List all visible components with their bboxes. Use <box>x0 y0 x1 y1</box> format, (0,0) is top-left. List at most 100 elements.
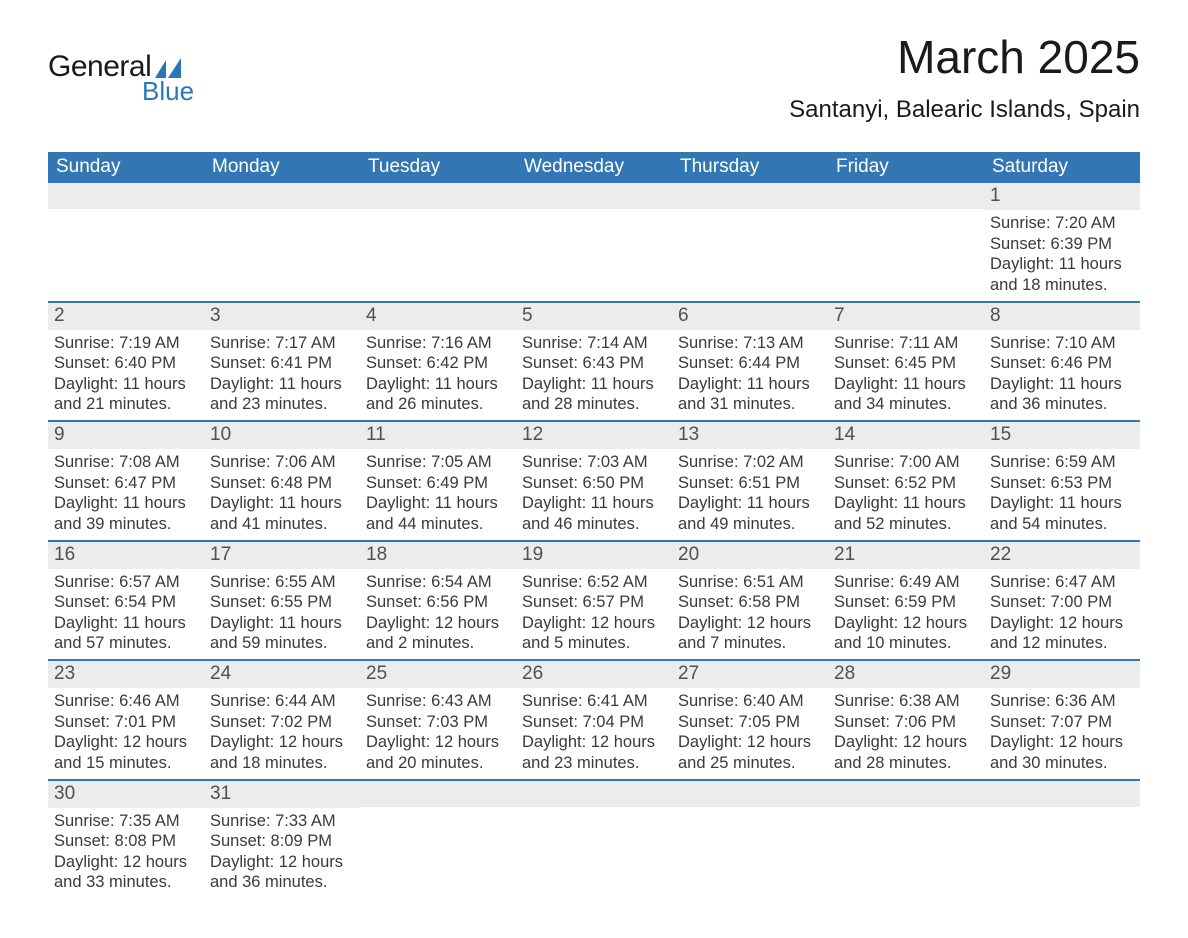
calendar-cell: 29Sunrise: 6:36 AMSunset: 7:07 PMDayligh… <box>984 660 1140 780</box>
sunset-text: Sunset: 6:55 PM <box>210 592 354 613</box>
sunrise-text: Sunrise: 7:03 AM <box>522 452 666 473</box>
day-body: Sunrise: 6:44 AMSunset: 7:02 PMDaylight:… <box>204 688 360 779</box>
day-body <box>360 209 516 289</box>
day-body: Sunrise: 6:41 AMSunset: 7:04 PMDaylight:… <box>516 688 672 779</box>
day-number <box>360 781 516 807</box>
day-number: 8 <box>984 303 1140 330</box>
day-number: 4 <box>360 303 516 330</box>
calendar-cell: 30Sunrise: 7:35 AMSunset: 8:08 PMDayligh… <box>48 780 204 899</box>
day-number: 23 <box>48 661 204 688</box>
day-body: Sunrise: 6:54 AMSunset: 6:56 PMDaylight:… <box>360 569 516 660</box>
logo-text-2: Blue <box>142 76 194 107</box>
calendar-cell: 18Sunrise: 6:54 AMSunset: 6:56 PMDayligh… <box>360 541 516 661</box>
sunrise-text: Sunrise: 6:49 AM <box>834 572 978 593</box>
logo-mark-icon <box>155 58 181 78</box>
calendar-cell: 25Sunrise: 6:43 AMSunset: 7:03 PMDayligh… <box>360 660 516 780</box>
daylight-text: Daylight: 12 hours and 33 minutes. <box>54 852 198 893</box>
sunrise-text: Sunrise: 7:08 AM <box>54 452 198 473</box>
daylight-text: Daylight: 12 hours and 18 minutes. <box>210 732 354 773</box>
sunrise-text: Sunrise: 7:20 AM <box>990 213 1134 234</box>
sunrise-text: Sunrise: 6:36 AM <box>990 691 1134 712</box>
day-number <box>360 183 516 209</box>
sunrise-text: Sunrise: 6:57 AM <box>54 572 198 593</box>
sunset-text: Sunset: 6:49 PM <box>366 473 510 494</box>
day-number <box>828 183 984 209</box>
daylight-text: Daylight: 11 hours and 59 minutes. <box>210 613 354 654</box>
day-number: 7 <box>828 303 984 330</box>
calendar-cell <box>516 780 672 899</box>
day-body: Sunrise: 7:14 AMSunset: 6:43 PMDaylight:… <box>516 330 672 421</box>
calendar-cell: 11Sunrise: 7:05 AMSunset: 6:49 PMDayligh… <box>360 421 516 541</box>
calendar-cell: 27Sunrise: 6:40 AMSunset: 7:05 PMDayligh… <box>672 660 828 780</box>
day-body: Sunrise: 6:47 AMSunset: 7:00 PMDaylight:… <box>984 569 1140 660</box>
day-number: 29 <box>984 661 1140 688</box>
day-body: Sunrise: 7:17 AMSunset: 6:41 PMDaylight:… <box>204 330 360 421</box>
sunset-text: Sunset: 6:59 PM <box>834 592 978 613</box>
weekday-header: Saturday <box>984 152 1140 183</box>
calendar-week-row: 9Sunrise: 7:08 AMSunset: 6:47 PMDaylight… <box>48 421 1140 541</box>
day-number: 26 <box>516 661 672 688</box>
day-number <box>828 781 984 807</box>
daylight-text: Daylight: 11 hours and 52 minutes. <box>834 493 978 534</box>
sunset-text: Sunset: 6:46 PM <box>990 353 1134 374</box>
daylight-text: Daylight: 11 hours and 49 minutes. <box>678 493 822 534</box>
calendar-cell: 8Sunrise: 7:10 AMSunset: 6:46 PMDaylight… <box>984 302 1140 422</box>
sunset-text: Sunset: 7:02 PM <box>210 712 354 733</box>
sunrise-text: Sunrise: 7:19 AM <box>54 333 198 354</box>
calendar-body: 1Sunrise: 7:20 AMSunset: 6:39 PMDaylight… <box>48 183 1140 898</box>
day-number <box>48 183 204 209</box>
sunset-text: Sunset: 6:58 PM <box>678 592 822 613</box>
calendar-cell: 15Sunrise: 6:59 AMSunset: 6:53 PMDayligh… <box>984 421 1140 541</box>
sunset-text: Sunset: 7:04 PM <box>522 712 666 733</box>
sunrise-text: Sunrise: 6:51 AM <box>678 572 822 593</box>
day-number: 14 <box>828 422 984 449</box>
day-body: Sunrise: 6:51 AMSunset: 6:58 PMDaylight:… <box>672 569 828 660</box>
day-number: 31 <box>204 781 360 808</box>
daylight-text: Daylight: 11 hours and 34 minutes. <box>834 374 978 415</box>
day-number: 12 <box>516 422 672 449</box>
calendar-week-row: 1Sunrise: 7:20 AMSunset: 6:39 PMDaylight… <box>48 183 1140 302</box>
daylight-text: Daylight: 11 hours and 57 minutes. <box>54 613 198 654</box>
sunset-text: Sunset: 7:00 PM <box>990 592 1134 613</box>
calendar-cell: 9Sunrise: 7:08 AMSunset: 6:47 PMDaylight… <box>48 421 204 541</box>
day-body <box>516 807 672 887</box>
calendar-week-row: 2Sunrise: 7:19 AMSunset: 6:40 PMDaylight… <box>48 302 1140 422</box>
page-title: March 2025 <box>789 30 1140 84</box>
daylight-text: Daylight: 12 hours and 30 minutes. <box>990 732 1134 773</box>
sunset-text: Sunset: 7:03 PM <box>366 712 510 733</box>
calendar-cell: 3Sunrise: 7:17 AMSunset: 6:41 PMDaylight… <box>204 302 360 422</box>
sunset-text: Sunset: 6:39 PM <box>990 234 1134 255</box>
day-number <box>204 183 360 209</box>
sunset-text: Sunset: 6:44 PM <box>678 353 822 374</box>
daylight-text: Daylight: 11 hours and 28 minutes. <box>522 374 666 415</box>
sunset-text: Sunset: 6:41 PM <box>210 353 354 374</box>
sunset-text: Sunset: 6:43 PM <box>522 353 666 374</box>
day-body <box>828 209 984 289</box>
day-number: 11 <box>360 422 516 449</box>
sunset-text: Sunset: 6:50 PM <box>522 473 666 494</box>
calendar-cell: 31Sunrise: 7:33 AMSunset: 8:09 PMDayligh… <box>204 780 360 899</box>
daylight-text: Daylight: 12 hours and 28 minutes. <box>834 732 978 773</box>
sunset-text: Sunset: 6:45 PM <box>834 353 978 374</box>
sunrise-text: Sunrise: 7:10 AM <box>990 333 1134 354</box>
day-body: Sunrise: 7:35 AMSunset: 8:08 PMDaylight:… <box>48 808 204 899</box>
day-body: Sunrise: 7:20 AMSunset: 6:39 PMDaylight:… <box>984 210 1140 301</box>
sunrise-text: Sunrise: 7:11 AM <box>834 333 978 354</box>
sunset-text: Sunset: 6:56 PM <box>366 592 510 613</box>
daylight-text: Daylight: 12 hours and 23 minutes. <box>522 732 666 773</box>
sunset-text: Sunset: 6:57 PM <box>522 592 666 613</box>
calendar-cell: 24Sunrise: 6:44 AMSunset: 7:02 PMDayligh… <box>204 660 360 780</box>
day-number: 1 <box>984 183 1140 210</box>
day-number: 5 <box>516 303 672 330</box>
sunset-text: Sunset: 6:48 PM <box>210 473 354 494</box>
day-body: Sunrise: 6:38 AMSunset: 7:06 PMDaylight:… <box>828 688 984 779</box>
daylight-text: Daylight: 11 hours and 31 minutes. <box>678 374 822 415</box>
day-body <box>828 807 984 887</box>
day-body: Sunrise: 7:03 AMSunset: 6:50 PMDaylight:… <box>516 449 672 540</box>
calendar-cell <box>984 780 1140 899</box>
logo-text-1: General <box>48 50 151 84</box>
calendar-cell <box>360 780 516 899</box>
daylight-text: Daylight: 11 hours and 26 minutes. <box>366 374 510 415</box>
day-body: Sunrise: 6:52 AMSunset: 6:57 PMDaylight:… <box>516 569 672 660</box>
day-body: Sunrise: 6:59 AMSunset: 6:53 PMDaylight:… <box>984 449 1140 540</box>
